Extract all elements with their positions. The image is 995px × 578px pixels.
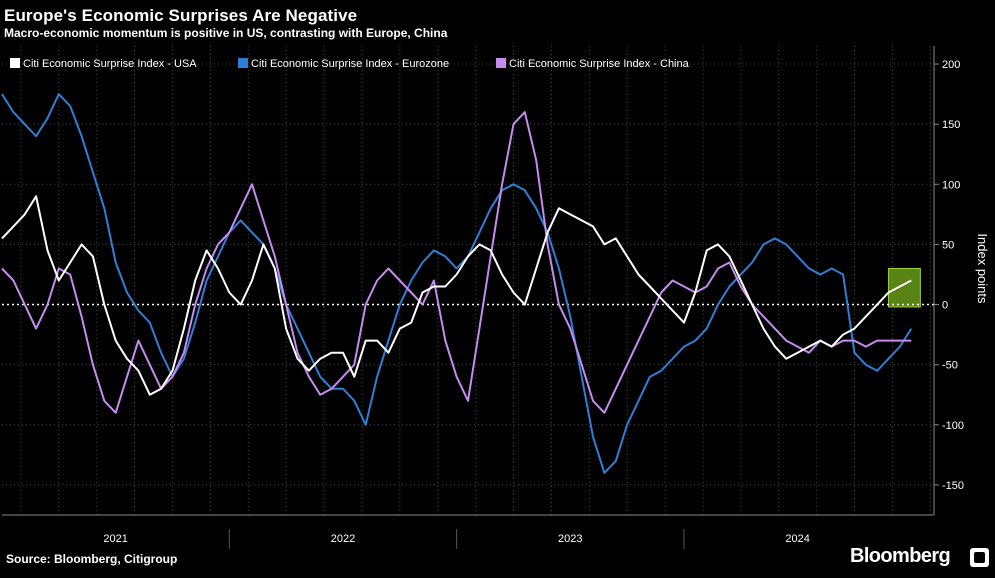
y-tick-label: 50 xyxy=(942,239,954,251)
x-tick-label: 2024 xyxy=(785,533,809,545)
legend-label-china: Citi Economic Surprise Index - China xyxy=(509,58,690,70)
x-tick-label: 2022 xyxy=(331,533,355,545)
y-tick-label: 150 xyxy=(942,119,960,131)
y-axis-title: Index points xyxy=(975,233,990,304)
legend-swatch-eurozone xyxy=(238,58,248,68)
x-tick-label: 2021 xyxy=(103,533,127,545)
series-line-eurozone xyxy=(1,93,913,474)
x-separators xyxy=(228,529,685,549)
bloomberg-badge-icon xyxy=(970,548,989,567)
legend-swatch-china xyxy=(496,58,506,68)
y-tick-label: 100 xyxy=(942,179,960,191)
source-note: Source: Bloomberg, Citigroup xyxy=(6,552,178,566)
y-tick-label: 200 xyxy=(942,59,960,71)
x-axis: 2021 2022 2023 2024 xyxy=(2,514,934,545)
y-tick-label: -150 xyxy=(942,480,964,492)
series-layer xyxy=(1,93,913,474)
series-line-china xyxy=(1,111,912,414)
legend-label-usa: Citi Economic Surprise Index - USA xyxy=(23,58,197,70)
legend-swatch-usa xyxy=(10,58,20,68)
y-tick-label: 0 xyxy=(942,300,948,312)
legend: Citi Economic Surprise Index - USA Citi E… xyxy=(10,58,690,70)
x-tick-label: 2023 xyxy=(558,533,582,545)
series-line-usa xyxy=(1,195,912,396)
chart-title: Europe's Economic Surprises Are Negative xyxy=(4,6,358,25)
y-tick-label: -100 xyxy=(942,420,964,432)
y-axis: 200 150 100 50 0 -50 -100 -150 xyxy=(933,46,964,515)
chart-subtitle: Macro-economic momentum is positive in U… xyxy=(4,26,448,40)
legend-label-eurozone: Citi Economic Surprise Index - Eurozone xyxy=(251,58,449,70)
y-tick-label: -50 xyxy=(942,360,958,372)
highlight-box xyxy=(888,267,921,308)
grid-layer xyxy=(2,46,934,515)
bloomberg-logo: Bloomberg xyxy=(850,545,951,567)
